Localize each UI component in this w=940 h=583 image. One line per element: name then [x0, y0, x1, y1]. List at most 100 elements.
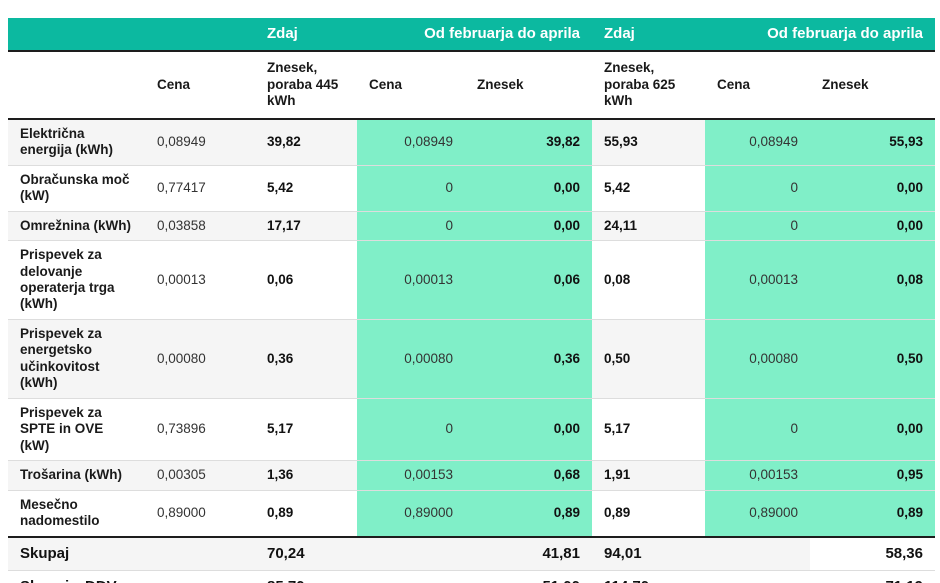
table-cell: 0,00305 — [145, 460, 255, 491]
table-cell: 0,00 — [465, 164, 592, 212]
table-cell: 51,00 — [465, 569, 592, 583]
table-cell — [145, 569, 255, 583]
column-header-empty — [8, 51, 145, 120]
table-cell: 0,06 — [255, 240, 357, 320]
table-cell: 0,00013 — [357, 240, 465, 320]
table-cell: 0 — [357, 397, 465, 461]
column-header-row: Cena Znesek, poraba 445 kWh Cena Znesek … — [8, 51, 935, 120]
group-header-feb-apr-1: Od februarja do aprila — [357, 18, 592, 53]
row-label: Skupaj z DDV — [8, 569, 145, 583]
row-label: Omrežnina (kWh) — [8, 210, 145, 241]
row-label: Obračunska moč (kW) — [8, 164, 145, 212]
group-header-row: Zdaj Od februarja do aprila Zdaj Od febr… — [8, 18, 935, 53]
table-cell: 0,00 — [810, 397, 935, 461]
row-label: Mesečno nadomestilo — [8, 489, 145, 537]
column-header-cena-3: Cena — [705, 51, 810, 120]
table-cell: 0 — [357, 210, 465, 241]
column-header-znesek-445: Znesek, poraba 445 kWh — [255, 51, 357, 120]
table-body: Električna energija (kWh) 0,08949 39,82 0,0… — [8, 118, 935, 537]
table-cell: 0,00013 — [145, 240, 255, 320]
table-cell: 85,70 — [255, 569, 357, 583]
table-cell: 70,24 — [255, 535, 357, 571]
table-cell: 5,17 — [255, 397, 357, 461]
table-cell: 0,36 — [465, 318, 592, 399]
row-label: Prispevek za energetsko učinkovitost (kW… — [8, 318, 145, 399]
table-cell: 114,70 — [592, 569, 705, 583]
table-cell — [705, 569, 810, 583]
table-cell: 41,81 — [465, 535, 592, 571]
table-cell: 0,89000 — [357, 489, 465, 537]
table-cell: 0,89 — [255, 489, 357, 537]
table-cell: 5,42 — [592, 164, 705, 212]
total-row: Skupaj 70,24 41,81 94,01 58,36 — [8, 535, 935, 571]
table-cell: 0,08 — [592, 240, 705, 320]
table-cell: 24,11 — [592, 210, 705, 241]
table-cell: 0,00 — [810, 210, 935, 241]
table-cell: 58,36 — [810, 535, 935, 571]
group-header-feb-apr-2: Od februarja do aprila — [705, 18, 935, 53]
column-header-cena-1: Cena — [145, 51, 255, 120]
row-label: Skupaj — [8, 535, 145, 571]
table-cell: 5,42 — [255, 164, 357, 212]
table-cell: 0,08 — [810, 240, 935, 320]
table-row: Trošarina (kWh) 0,00305 1,36 0,00153 0,68 1,9… — [8, 460, 935, 491]
table-cell: 17,17 — [255, 210, 357, 241]
group-header-zdaj-2: Zdaj — [592, 18, 705, 53]
electricity-price-table: Zdaj Od februarja do aprila Zdaj Od febr… — [8, 18, 935, 583]
table-cell: 0,06 — [465, 240, 592, 320]
row-label: Električna energija (kWh) — [8, 118, 145, 166]
column-header-znesek-2: Znesek — [810, 51, 935, 120]
table-cell — [145, 535, 255, 571]
table-cell: 0,50 — [592, 318, 705, 399]
table-cell: 0 — [705, 164, 810, 212]
table-cell: 0,68 — [465, 460, 592, 491]
table-cell: 55,93 — [592, 118, 705, 166]
table-row: Prispevek za energetsko učinkovitost (kW… — [8, 318, 935, 399]
table-cell: 0,08949 — [357, 118, 465, 166]
table-cell — [357, 535, 465, 571]
table-cell: 0,00080 — [705, 318, 810, 399]
table-cell: 0,00 — [465, 397, 592, 461]
table-cell: 0,89 — [465, 489, 592, 537]
table-cell: 0,00013 — [705, 240, 810, 320]
row-label: Prispevek za delovanje operaterja trga (… — [8, 240, 145, 320]
table-row: Mesečno nadomestilo 0,89000 0,89 0,89000 0,8… — [8, 489, 935, 537]
table-cell: 39,82 — [255, 118, 357, 166]
table-cell: 1,91 — [592, 460, 705, 491]
table-cell: 0,08949 — [705, 118, 810, 166]
table-row: Električna energija (kWh) 0,08949 39,82 0,0… — [8, 118, 935, 166]
column-header-cena-2: Cena — [357, 51, 465, 120]
table-cell: 55,93 — [810, 118, 935, 166]
table-cell: 0,89 — [810, 489, 935, 537]
table-cell: 0,89 — [592, 489, 705, 537]
table-row: Prispevek za delovanje operaterja trga (… — [8, 240, 935, 320]
table-cell: 1,36 — [255, 460, 357, 491]
table-cell: 0,95 — [810, 460, 935, 491]
table-row: Prispevek za SPTE in OVE (kW) 0,73896 5,17… — [8, 397, 935, 461]
table-cell: 39,82 — [465, 118, 592, 166]
table-cell: 0 — [357, 164, 465, 212]
table-cell: 94,01 — [592, 535, 705, 571]
table-cell: 0,50 — [810, 318, 935, 399]
group-header-spacer — [8, 18, 255, 53]
table-cell: 0,77417 — [145, 164, 255, 212]
table-cell: 0,00153 — [357, 460, 465, 491]
table-cell: 0,89000 — [705, 489, 810, 537]
group-header-zdaj-1: Zdaj — [255, 18, 357, 53]
table-cell: 0,00080 — [145, 318, 255, 399]
total-row: Skupaj z DDV 85,70 51,00114,70 71,19 — [8, 569, 935, 583]
column-header-znesek-625: Znesek, poraba 625 kWh — [592, 51, 705, 120]
table-cell — [705, 535, 810, 571]
row-label: Trošarina (kWh) — [8, 460, 145, 491]
table-cell: 0,73896 — [145, 397, 255, 461]
row-label: Prispevek za SPTE in OVE (kW) — [8, 397, 145, 461]
table-cell: 0,00080 — [357, 318, 465, 399]
table-cell: 0,08949 — [145, 118, 255, 166]
column-header-znesek-1: Znesek — [465, 51, 592, 120]
table-cell: 5,17 — [592, 397, 705, 461]
table-cell: 0,00153 — [705, 460, 810, 491]
table-cell: 0 — [705, 210, 810, 241]
table-cell: 0,00 — [810, 164, 935, 212]
